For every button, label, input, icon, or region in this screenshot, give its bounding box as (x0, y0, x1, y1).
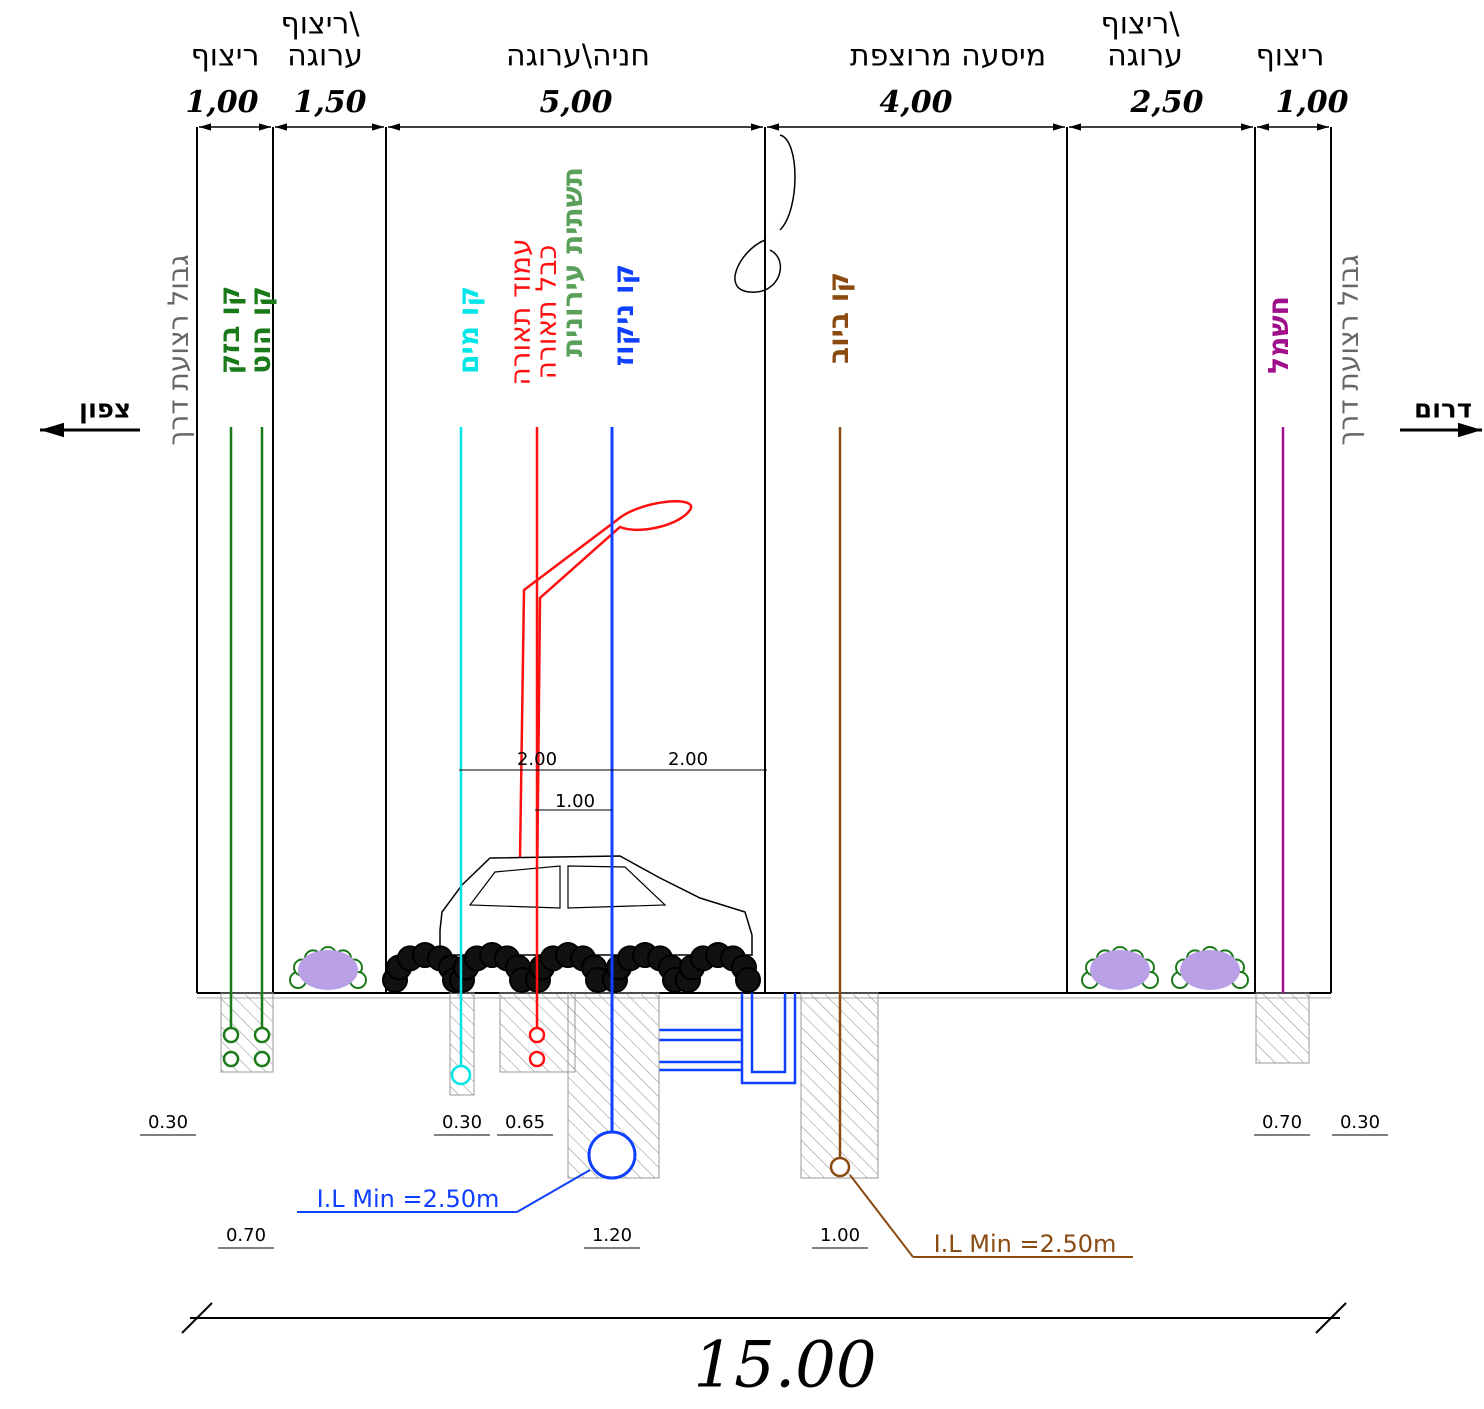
utility-label: עמוד תאורה (504, 238, 537, 385)
utility-label: כבל תאורה (530, 245, 563, 380)
shrub (1180, 950, 1240, 990)
pipe (253, 1026, 271, 1044)
zone-label: מיסעה מרוצפת (850, 39, 1046, 74)
invert-level: I.L Min =2.50m (934, 1230, 1117, 1258)
trench-dim: 1.20 (592, 1225, 632, 1246)
trench-dim: 0.70 (226, 1225, 266, 1246)
trench-dim: 0.30 (1340, 1112, 1380, 1133)
zone-label: ערוגה (287, 39, 363, 74)
utility-label: קו ביוב (822, 272, 855, 364)
zone-label: חניה\ערוגה (506, 39, 650, 74)
leader (849, 1174, 914, 1258)
zone-width: 5,00 (539, 85, 612, 120)
pipe (222, 1050, 240, 1068)
shrub (298, 950, 358, 990)
centerline-symbol (734, 134, 796, 293)
shrub (1090, 950, 1150, 990)
pipe (253, 1050, 271, 1068)
pipe (450, 1064, 472, 1086)
utility-label: תשתית עירונית (556, 167, 589, 357)
zone-label: ריצוף\ (281, 7, 361, 42)
parking-dim: 1.00 (555, 791, 595, 812)
pipe (528, 1050, 546, 1068)
north-label: צפון (79, 395, 131, 425)
trench (1255, 992, 1310, 1064)
pipe (528, 1026, 546, 1044)
trench-dim: 0.65 (505, 1112, 545, 1133)
total-width: 15.00 (693, 1329, 876, 1403)
parking-dim: 2.00 (517, 749, 557, 770)
zone-label: ריצוף (191, 39, 260, 74)
leader (516, 1169, 591, 1213)
zone-width: 1,00 (185, 85, 258, 120)
zone-label: ערוגה (1107, 39, 1183, 74)
utility-label: קו ניקוז (607, 264, 640, 366)
zone-label: ריצוף\ (1101, 7, 1181, 42)
parking-dim: 2.00 (668, 749, 708, 770)
trench-dim: 0.30 (148, 1112, 188, 1133)
shrub (735, 967, 761, 993)
drainage-box (659, 993, 797, 1085)
invert-level: I.L Min =2.50m (317, 1185, 500, 1213)
zone-width: 2,50 (1129, 85, 1203, 120)
street-lamp (516, 500, 693, 994)
pipe (587, 1130, 637, 1180)
utility-label: קו הוט (244, 286, 277, 374)
utility-label: חשמל (1262, 296, 1295, 374)
trench-dim: 1.00 (820, 1225, 860, 1246)
zone-label: ריצוף (1256, 39, 1325, 74)
boundary-label: גבול רצועת דרך (162, 254, 195, 445)
zone-width: 1,00 (1275, 85, 1348, 120)
utility-label: קו בזק (213, 286, 246, 375)
boundary-label: גבול רצועת דרך (1332, 254, 1365, 445)
car-windows (468, 865, 667, 909)
zone-width: 4,00 (879, 85, 952, 120)
pipe (829, 1156, 851, 1178)
dim-slash (181, 1302, 213, 1334)
utility-label: קו מים (452, 286, 485, 374)
south-label: דרום (1414, 395, 1472, 425)
zone-width: 1,50 (293, 85, 366, 120)
trench-dim: 0.30 (442, 1112, 482, 1133)
dim-slash (1315, 1302, 1347, 1334)
trench-dim: 0.70 (1262, 1112, 1302, 1133)
pipe (222, 1026, 240, 1044)
